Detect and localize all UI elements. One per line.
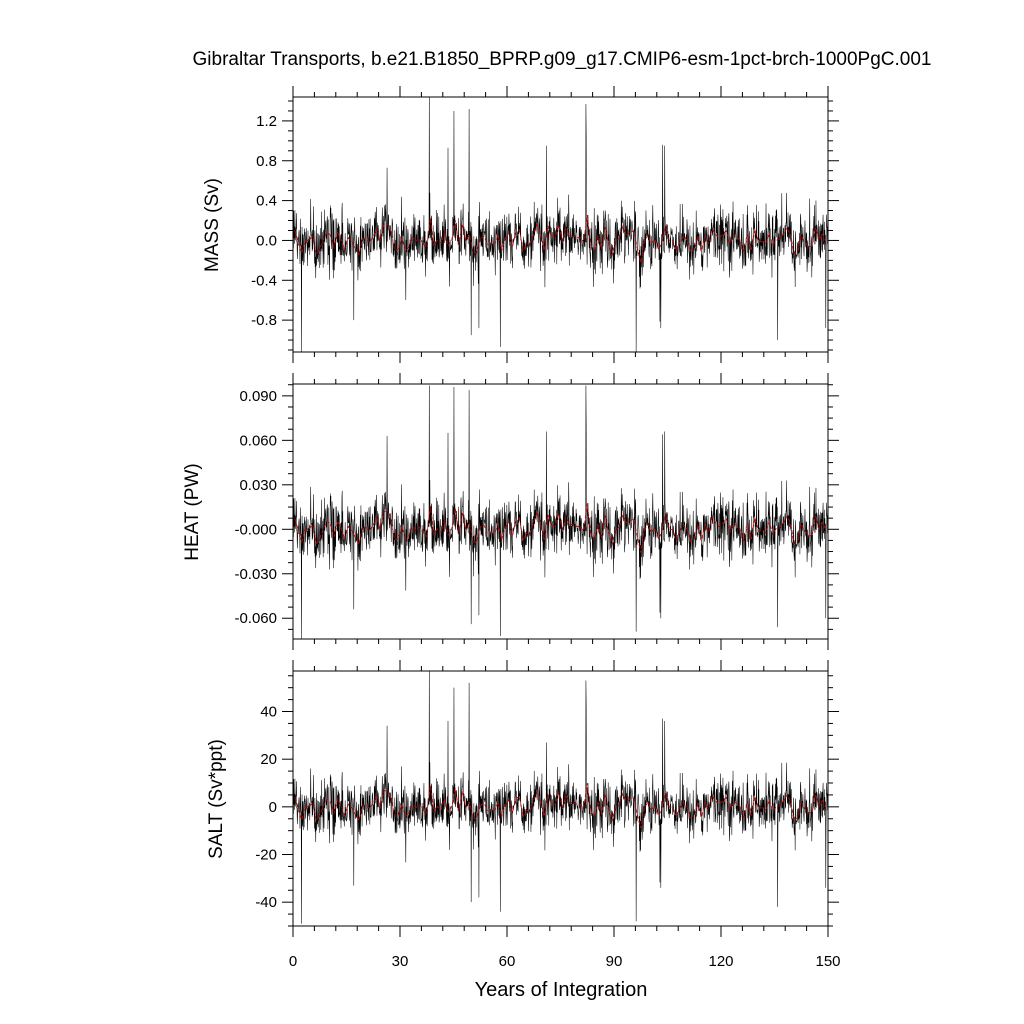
panel-heat: -0.060 -0.030 -0.000 0.030 0.060 0.090 HEAT (… — [182, 373, 839, 650]
panel-mass: -0.8 -0.4 0.0 0.4 0.8 1.2 MASS (Sv) — [202, 86, 839, 363]
heat-annual-mean-line — [294, 503, 827, 553]
salt-y-axis-label: SALT (Sv*ppt) — [206, 739, 227, 859]
heat-y-tick-label: 0.060 — [239, 432, 277, 449]
mass-y-tick-label: 1.2 — [256, 113, 277, 130]
mass-y-tick-label: -0.4 — [251, 272, 277, 289]
heat-plot-frame — [292, 383, 829, 640]
x-tick-labels: 0 30 60 90 120 150 — [289, 953, 841, 970]
salt-series — [292, 670, 829, 924]
x-tick-label: 30 — [392, 953, 409, 970]
x-tick-label: 0 — [289, 953, 297, 970]
heat-y-tick-label: -0.060 — [234, 610, 277, 627]
mass-axes: -0.8 -0.4 0.0 0.4 0.8 1.2 — [251, 86, 839, 363]
mass-monthly-series-line — [292, 96, 829, 353]
salt-y-tick-label: -20 — [255, 847, 277, 864]
x-axis-label: Years of Integration — [475, 979, 648, 1001]
mass-plot-frame — [292, 96, 829, 353]
mass-y-tick-label: 0.0 — [256, 232, 277, 249]
salt-y-tick-label: 20 — [260, 751, 277, 768]
heat-axes: -0.060 -0.030 -0.000 0.030 0.060 0.090 — [234, 373, 839, 650]
mass-series — [292, 96, 829, 353]
chart-title: Gibraltar Transports, b.e21.B1850_BPRP.g… — [193, 49, 932, 70]
x-tick-label: 90 — [606, 953, 623, 970]
heat-y-tick-label: 0.030 — [239, 477, 277, 494]
heat-y-tick-label: -0.000 — [234, 521, 277, 538]
heat-y-axis-label: HEAT (PW) — [182, 463, 203, 560]
heat-y-tick-label: -0.030 — [234, 566, 277, 583]
mass-y-tick-label: -0.8 — [251, 312, 277, 329]
mass-y-tick-label: 0.4 — [256, 193, 277, 210]
heat-monthly-series-line — [292, 385, 829, 640]
salt-y-tick-label: 40 — [260, 704, 277, 721]
heat-series — [292, 385, 829, 640]
salt-monthly-series-line — [292, 670, 829, 924]
mass-annual-mean-line — [294, 215, 827, 263]
panel-salt: -40 -20 0 20 40 SALT (Sv*ppt) — [206, 660, 839, 937]
mass-y-tick-label: 0.8 — [256, 153, 277, 170]
x-tick-label: 150 — [815, 953, 840, 970]
x-tick-label: 120 — [708, 953, 733, 970]
heat-y-tick-label: 0.090 — [239, 388, 277, 405]
salt-axes: -40 -20 0 20 40 — [255, 660, 839, 937]
salt-y-tick-label: 0 — [269, 799, 277, 816]
salt-y-tick-label: -40 — [255, 894, 277, 911]
x-tick-label: 60 — [499, 953, 516, 970]
mass-y-axis-label: MASS (Sv) — [202, 178, 223, 272]
